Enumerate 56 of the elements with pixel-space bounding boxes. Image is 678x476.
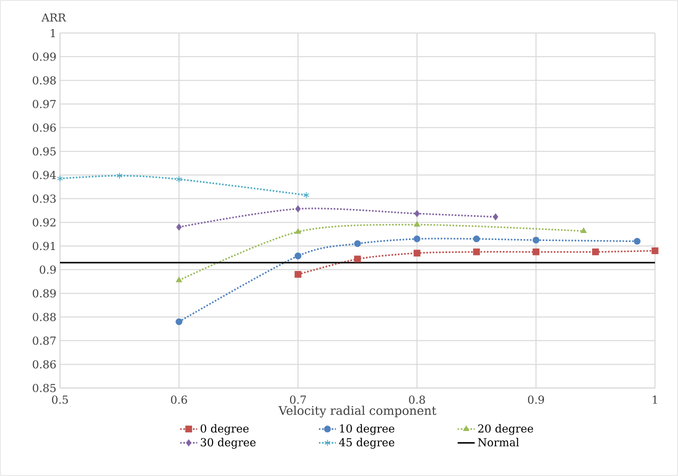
- point: [295, 228, 301, 234]
- y-tick-label: 0.94: [32, 170, 56, 180]
- x-tick-label: 1: [652, 396, 657, 404]
- x-axis-title: Velocity radial component: [278, 406, 436, 418]
- x-tick-label: 0.6: [171, 396, 188, 404]
- point: [354, 256, 361, 262]
- point: [303, 192, 310, 199]
- point: [532, 248, 540, 256]
- y-tick-label: 0.92: [32, 218, 56, 226]
- y-tick-label: 0.9: [40, 266, 56, 274]
- y-tick-label: 0.93: [32, 194, 56, 203]
- y-tick-label: 0.98: [32, 76, 56, 84]
- point: [414, 236, 420, 242]
- x-tick-label: 0.7: [290, 396, 306, 404]
- x-tick-label: 0.5: [52, 396, 68, 404]
- point: [176, 176, 182, 183]
- point: [592, 248, 599, 256]
- point: [176, 224, 182, 230]
- y-tick-label: 0.95: [32, 147, 56, 156]
- point: [294, 271, 302, 278]
- legend-label: 10 degree: [340, 424, 394, 435]
- point: [580, 228, 587, 233]
- y-axis-title: ARR: [41, 13, 66, 22]
- x-tick-label: 0.8: [409, 396, 425, 404]
- legend-label: Normal: [478, 438, 519, 446]
- point: [295, 205, 301, 212]
- y-tick-label: 0.89: [32, 289, 56, 298]
- point: [354, 240, 361, 248]
- point: [652, 247, 658, 254]
- point: [294, 252, 302, 260]
- point: [414, 250, 420, 256]
- legend-label: 45 degree: [339, 438, 394, 449]
- point: [414, 221, 420, 227]
- point: [532, 236, 540, 244]
- y-tick-label: 0.99: [32, 52, 56, 61]
- y-tick-label: 1: [50, 28, 55, 38]
- point: [57, 175, 63, 182]
- y-tick-label: 0.87: [32, 336, 56, 345]
- x-tick-label: 0.9: [528, 396, 544, 404]
- y-tick-label: 0.88: [32, 312, 56, 322]
- legend-label: 30 degree: [200, 438, 256, 449]
- point: [473, 236, 480, 242]
- legend-label: 0 degree: [200, 424, 249, 435]
- y-tick-label: 0.86: [32, 360, 56, 368]
- point: [473, 248, 480, 256]
- point: [414, 210, 420, 217]
- point: [116, 172, 122, 180]
- legend-label: 20 degree: [478, 424, 534, 435]
- point: [634, 238, 641, 245]
- point: [176, 276, 182, 282]
- y-tick-label: 0.96: [32, 124, 56, 132]
- y-tick-label: 0.91: [32, 242, 55, 250]
- point: [176, 318, 182, 326]
- y-tick-label: 0.85: [32, 384, 56, 392]
- y-tick-label: 0.97: [32, 100, 56, 108]
- point: [492, 214, 498, 220]
